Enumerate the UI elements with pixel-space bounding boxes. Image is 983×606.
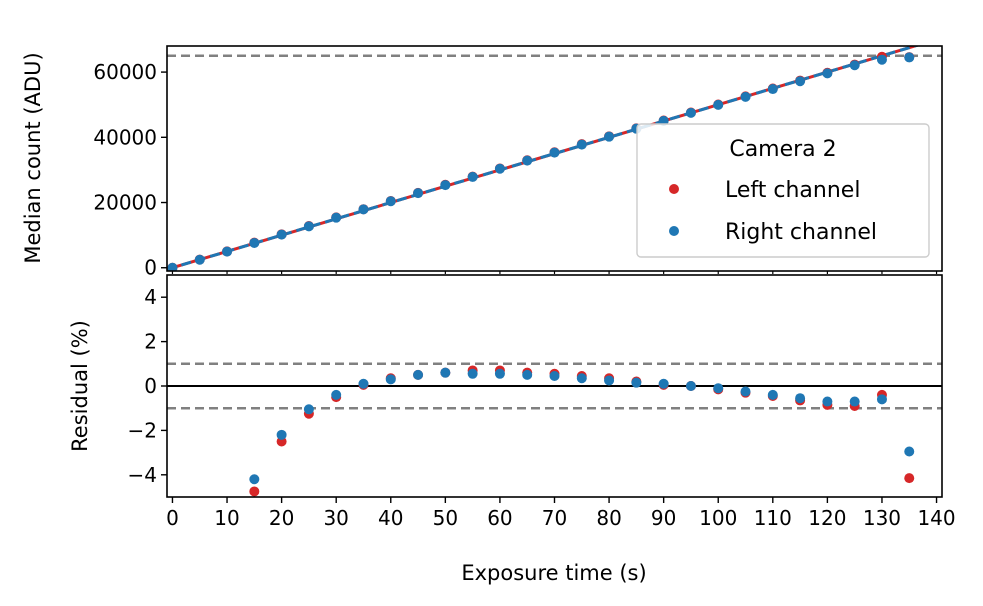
top-point-right bbox=[385, 196, 396, 207]
x-tick-label: 90 bbox=[651, 506, 676, 530]
top-point-right bbox=[767, 84, 778, 95]
top-point-right bbox=[467, 171, 478, 182]
top-point-right bbox=[167, 262, 178, 271]
top-point-right bbox=[740, 91, 751, 102]
x-tick-label: 130 bbox=[863, 506, 901, 530]
x-tick-label: 100 bbox=[699, 506, 737, 530]
top-point-right bbox=[904, 52, 915, 63]
top-point-right bbox=[876, 54, 887, 65]
top-y-tick-label: 60000 bbox=[93, 60, 157, 84]
residual-point-right bbox=[822, 396, 833, 407]
top-point-right bbox=[413, 188, 424, 199]
x-tick-label: 110 bbox=[754, 506, 792, 530]
top-point-right bbox=[494, 163, 505, 174]
top-point-right bbox=[276, 229, 287, 240]
residual-point-right bbox=[385, 374, 396, 385]
bottom-y-axis-label: Residual (%) bbox=[68, 320, 92, 452]
x-tick-label: 120 bbox=[808, 506, 846, 530]
legend-label-right: Right channel bbox=[725, 220, 877, 245]
residual-point-right bbox=[604, 375, 615, 386]
top-point-right bbox=[358, 204, 369, 215]
residual-point-right bbox=[249, 474, 260, 485]
top-y-axis-label: Median count (ADU) bbox=[21, 52, 45, 263]
top-point-right bbox=[303, 221, 314, 232]
top-point-right bbox=[576, 139, 587, 150]
top-point-right bbox=[194, 254, 205, 265]
x-tick-label: 30 bbox=[323, 506, 348, 530]
top-point-right bbox=[795, 76, 806, 87]
bottom-panel: −4 −2 0 2 4 0 10 20 30 40 50 60 70 80 90 100 110 120 130 1… bbox=[68, 271, 956, 585]
residual-point-right bbox=[849, 396, 860, 407]
bottom-y-tick-label: −4 bbox=[128, 463, 157, 487]
top-point-right bbox=[522, 155, 533, 166]
x-tick-label: 140 bbox=[917, 506, 955, 530]
residual-point-right bbox=[740, 386, 751, 397]
bottom-y-tick-label: 2 bbox=[144, 330, 157, 354]
legend-marker-left bbox=[669, 184, 679, 194]
top-y-tick-label: 0 bbox=[144, 256, 157, 280]
residual-point-right bbox=[904, 446, 915, 457]
legend-box bbox=[636, 123, 930, 258]
top-point-right bbox=[249, 237, 260, 248]
legend-label-left: Left channel bbox=[725, 178, 860, 203]
bottom-y-tick-label: −2 bbox=[128, 418, 157, 442]
residual-point-right bbox=[713, 383, 724, 394]
x-tick-label: 20 bbox=[269, 506, 294, 530]
residual-point-right bbox=[658, 378, 669, 389]
residual-point-left bbox=[249, 486, 260, 497]
residual-point-right bbox=[576, 373, 587, 384]
top-panel: 0 20000 40000 60000 Median count (ADU) Came… bbox=[21, 45, 943, 280]
top-point-right bbox=[713, 99, 724, 110]
residual-point-left bbox=[904, 473, 915, 484]
x-tick-label: 40 bbox=[378, 506, 403, 530]
top-point-right bbox=[849, 60, 860, 71]
x-axis-label: Exposure time (s) bbox=[461, 561, 646, 585]
top-point-right bbox=[685, 107, 696, 118]
residual-point-right bbox=[767, 389, 778, 400]
top-y-tick-label: 40000 bbox=[93, 125, 157, 149]
top-point-right bbox=[822, 68, 833, 79]
x-tick-label: 0 bbox=[166, 506, 179, 530]
residual-point-right bbox=[549, 371, 560, 382]
legend-title: Camera 2 bbox=[729, 137, 836, 162]
residual-point-right bbox=[494, 368, 505, 379]
residual-point-right bbox=[276, 429, 287, 440]
residual-point-right bbox=[795, 393, 806, 404]
residual-point-right bbox=[522, 369, 533, 380]
top-point-right bbox=[549, 147, 560, 158]
residual-point-right bbox=[358, 378, 369, 389]
legend-marker-right bbox=[669, 226, 679, 236]
x-tick-label: 70 bbox=[542, 506, 567, 530]
residual-point-right bbox=[331, 389, 342, 400]
top-point-right bbox=[604, 131, 615, 142]
x-tick-label: 80 bbox=[596, 506, 621, 530]
bottom-y-tick-label: 0 bbox=[144, 374, 157, 398]
x-tick-label: 10 bbox=[214, 506, 239, 530]
bottom-y-tick-label: 4 bbox=[144, 285, 157, 309]
x-tick-label: 50 bbox=[433, 506, 458, 530]
x-tick-label: 60 bbox=[487, 506, 512, 530]
residual-point-right bbox=[303, 404, 314, 415]
residual-point-right bbox=[440, 367, 451, 378]
top-point-right bbox=[222, 246, 233, 257]
residual-point-right bbox=[631, 377, 642, 388]
residual-point-right bbox=[685, 381, 696, 391]
top-y-tick-label: 20000 bbox=[93, 191, 157, 215]
residual-point-right bbox=[413, 369, 424, 380]
residual-point-right bbox=[467, 368, 478, 379]
legend: Camera 2 Left channel Right channel bbox=[636, 123, 930, 258]
top-point-right bbox=[331, 212, 342, 223]
top-point-right bbox=[440, 180, 451, 191]
residual-point-right bbox=[876, 394, 887, 405]
